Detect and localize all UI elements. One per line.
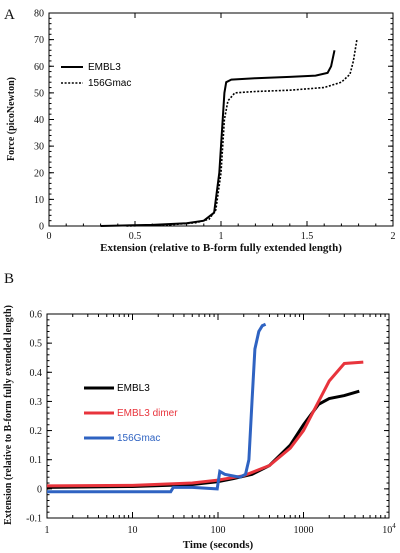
x-tick-label: 1000: [294, 525, 314, 536]
y-tick-label: -0.1: [26, 514, 42, 525]
y-tick-label: 0.3: [30, 397, 43, 408]
y-tick-label: 40: [34, 115, 44, 126]
y-tick-label: 0.6: [30, 310, 43, 321]
legend-label-embl3: EMBL3: [88, 62, 121, 73]
panel-b-y-axis-label: Extension (relative to B-form fully exte…: [3, 305, 14, 525]
y-tick-label: 70: [34, 35, 44, 46]
x-tick-label: 100: [211, 525, 226, 536]
panel-b-ticks: [46, 313, 390, 519]
y-tick-label: 80: [34, 9, 44, 20]
panel-b-x-axis-label: Time (seconds): [183, 539, 254, 551]
panel-a-x-axis-label: Extension (relative to B-form fully exte…: [100, 242, 342, 254]
y-tick-label: 0: [37, 484, 42, 495]
panel-a-label: A: [4, 7, 15, 23]
legend-label-embl3: EMBL3: [117, 383, 150, 394]
series-line-embl3-dimer: [46, 360, 364, 488]
x-tick-label: 1: [45, 525, 50, 536]
y-tick-label: 50: [34, 88, 44, 99]
x-tick-label: 1.5: [301, 231, 314, 242]
legend-label-embl3-dimer: EMBL3 dimer: [117, 408, 178, 419]
panel-b-y-tick-labels: -0.1 0 0.1 0.2 0.3 0.4 0.5 0.6: [26, 310, 42, 525]
x-tick-label: 0: [47, 231, 52, 242]
panel-b-x-tick-labels: 1 10 100 1000 104: [45, 522, 397, 536]
legend-label-156gmac: 156Gmac: [117, 433, 160, 444]
panel-a-x-tick-labels: 0 0.5 1 1.5 2: [47, 231, 396, 242]
panel-b-legend: EMBL3 EMBL3 dimer 156Gmac: [84, 383, 178, 444]
panel-a-y-tick-labels: 0 10 20 30 40 50 60 70 80: [34, 9, 44, 233]
y-tick-label: 60: [34, 62, 44, 73]
x-tick-label: 0.5: [129, 231, 142, 242]
x-tick-label: 1: [219, 231, 224, 242]
x-tick-label: 10: [128, 525, 138, 536]
panel-b: B 1 10 100 1000 104 -0.1 0 0.1 0.2 0.3 0…: [3, 271, 396, 551]
series-line-156gmac: [47, 322, 267, 494]
panel-a-legend: EMBL3 156Gmac: [61, 62, 131, 89]
panel-a: A 0 0.5 1 1.5 2 0 10 20 30 40 50 60 70 8…: [4, 7, 396, 254]
series-line-156gmac: [126, 39, 358, 227]
y-tick-label: 0.1: [30, 455, 43, 466]
y-tick-label: 0.5: [30, 339, 43, 350]
y-tick-label: 0.4: [30, 368, 43, 379]
y-tick-label: 0: [39, 222, 44, 233]
y-tick-label: 10: [34, 195, 44, 206]
x-tick-base: 10: [382, 525, 392, 536]
legend-label-156gmac: 156Gmac: [88, 78, 131, 89]
panel-b-label: B: [4, 271, 14, 287]
y-tick-label: 0.2: [30, 426, 43, 437]
y-tick-label: 30: [34, 142, 44, 153]
x-tick-exponent: 4: [392, 522, 396, 530]
panel-a-plot-frame: [48, 12, 394, 227]
x-tick-label: 104: [382, 522, 396, 536]
y-tick-label: 20: [34, 168, 44, 179]
panel-a-y-axis-label: Force (picoNewton): [6, 77, 17, 161]
panel-a-ticks: [48, 12, 394, 227]
x-tick-label: 2: [391, 231, 396, 242]
